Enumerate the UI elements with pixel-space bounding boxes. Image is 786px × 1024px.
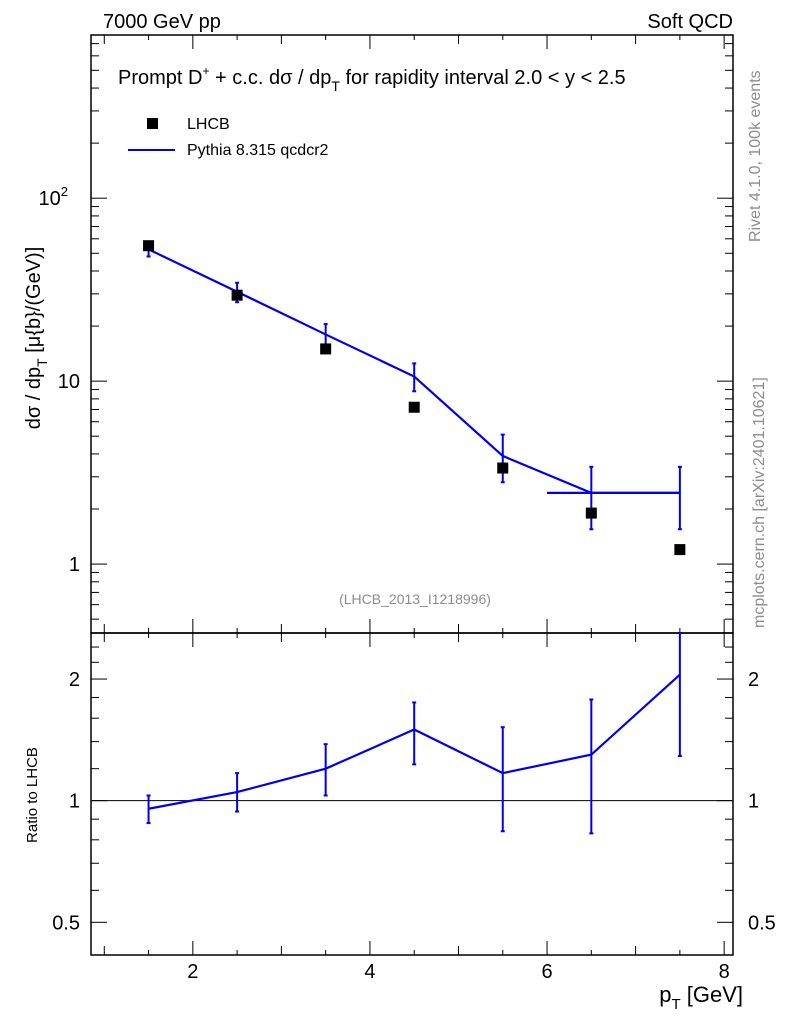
main-mc-series	[147, 243, 682, 529]
y-tick-label: 1	[69, 554, 80, 576]
ratio-y-label: Ratio to LHCB	[24, 747, 41, 843]
energy-label: 7000 GeV pp	[103, 11, 221, 33]
ratio-y-tick-label: 0.5	[52, 912, 80, 934]
legend-data-marker	[147, 118, 158, 129]
mcplots-credit-label: mcplots.cern.ch [arXiv:2401.10621]	[751, 377, 768, 628]
legend-data-label: LHCB	[187, 116, 230, 133]
y-tick-exponent: 2	[61, 184, 68, 199]
data-point	[232, 290, 243, 301]
data-point	[320, 343, 331, 354]
axis-ticks: 2 4 6 8 1 10 102 0.5 0.5 1 1 2 2	[39, 35, 776, 983]
ratio-frame	[91, 633, 733, 955]
ratio-y-tick-label: 2	[69, 669, 80, 691]
main-y-label: dσ / dpT [μ{b}/(GeV)]	[23, 247, 50, 430]
y-tick-label: 10	[58, 371, 80, 393]
x-tick-label: 8	[719, 961, 730, 983]
x-tick-label: 4	[364, 961, 375, 983]
x-tick-label: 2	[187, 961, 198, 983]
data-point	[586, 508, 597, 519]
x-tick-label: 6	[541, 961, 552, 983]
ratio-y-tick-label-right: 2	[748, 669, 759, 691]
ratio-y-tick-label: 1	[69, 791, 80, 813]
plot-title: Prompt D+ + c.c. dσ / dpT for rapidity i…	[118, 64, 626, 94]
main-data-series	[143, 240, 685, 555]
ratio-mc-series	[147, 633, 682, 833]
data-point	[497, 463, 508, 474]
plot-canvas: 7000 GeV pp Soft QCD 2 4 6 81101020.5 0.51 12…	[0, 0, 786, 1024]
data-point	[143, 240, 154, 251]
x-axis-label: pT [GeV]	[659, 982, 743, 1013]
rivet-version-label: Rivet 4.1.0, 100k events	[747, 70, 764, 242]
analysis-id: (LHCB_2013_I1218996)	[339, 591, 491, 607]
data-point	[674, 544, 685, 555]
ratio-y-tick-label-right: 1	[748, 791, 759, 813]
legend-mc-label: Pythia 8.315 qcdcr2	[187, 142, 329, 159]
y-tick-label: 102	[39, 184, 68, 210]
ratio-y-tick-label-right: 0.5	[748, 912, 776, 934]
category-label: Soft QCD	[647, 11, 733, 33]
data-point	[409, 402, 420, 413]
